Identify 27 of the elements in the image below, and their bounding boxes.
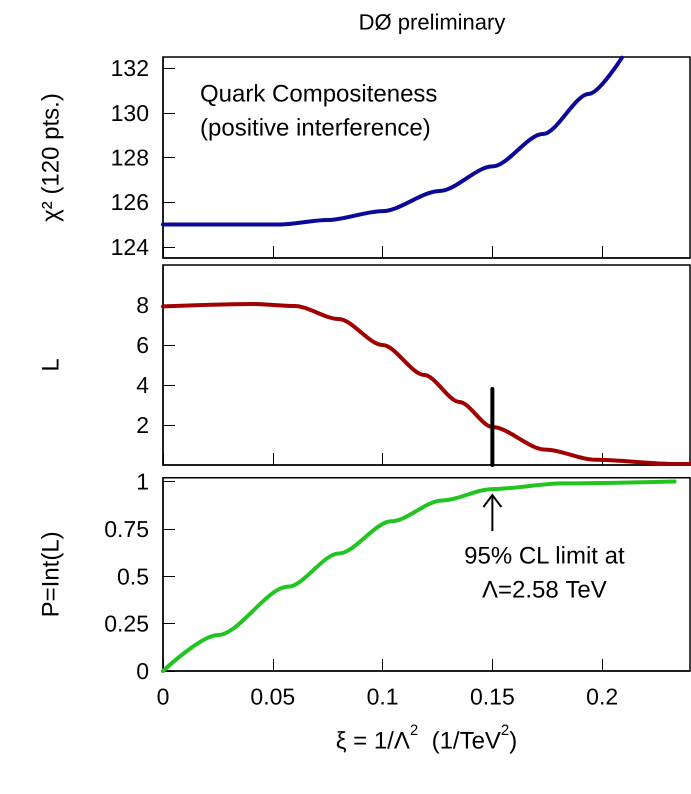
line-series [161, 56, 624, 226]
line-series [161, 480, 677, 673]
y-tick-label: 0 [136, 658, 149, 684]
chart-title: DØ preliminary [358, 10, 506, 34]
y-tick-label: 4 [136, 372, 150, 398]
y-tick-label: 132 [110, 55, 149, 82]
y-axis-title: χ² (120 pts.) [38, 93, 64, 222]
y-axis-title: P=Int(L) [38, 531, 64, 618]
y-tick-label: 2 [136, 412, 149, 438]
y-tick-label: 124 [110, 234, 150, 260]
y-tick-label: 0.25 [104, 610, 149, 637]
y-tick-label: 6 [136, 332, 149, 358]
annotation: 95% CL limit at Λ=2.58 TeV [464, 542, 625, 604]
y-tick-label: 1 [136, 468, 149, 494]
x-tick-label: 0.15 [470, 684, 515, 710]
x-tick-label: 0.1 [366, 684, 399, 710]
y-tick-label: 8 [136, 292, 149, 318]
x-tick-label: 0 [156, 684, 170, 710]
x-tick-label: 0.05 [250, 684, 296, 710]
y-tick-label: 130 [110, 100, 149, 126]
y-tick-label: 0.75 [104, 516, 149, 542]
y-tick-label: 128 [110, 144, 149, 170]
annotation: Quark Compositeness (positive interference) [200, 80, 438, 142]
y-axis-title: L [38, 358, 64, 372]
x-tick-label: 0.2 [586, 684, 618, 710]
y-tick-label: 0.5 [117, 563, 149, 590]
y-tick-label: 126 [110, 189, 149, 216]
